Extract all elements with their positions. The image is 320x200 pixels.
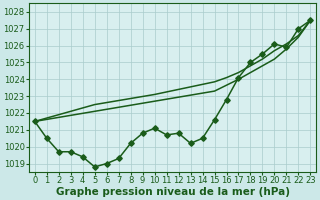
X-axis label: Graphe pression niveau de la mer (hPa): Graphe pression niveau de la mer (hPa) — [56, 187, 290, 197]
